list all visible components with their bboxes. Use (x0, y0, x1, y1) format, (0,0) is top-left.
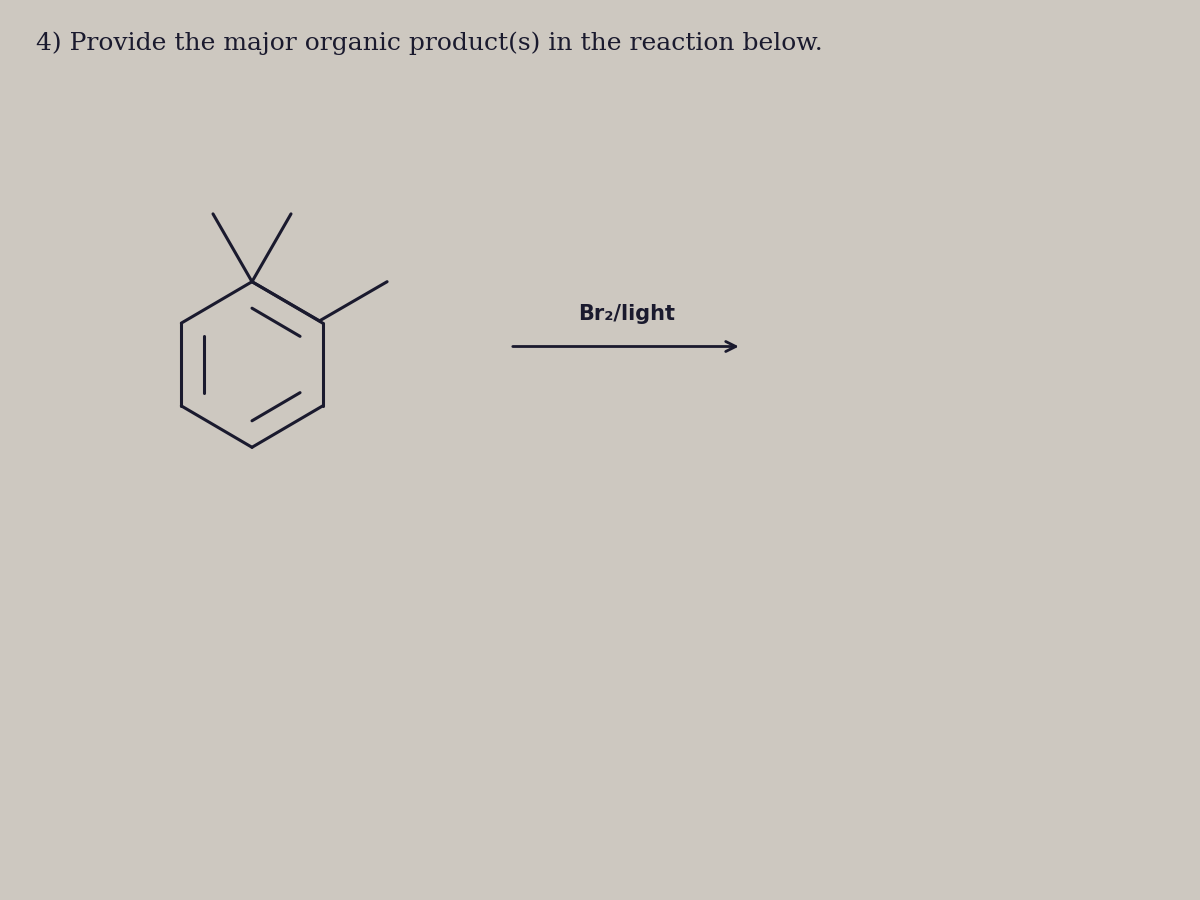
Text: 4) Provide the major organic product(s) in the reaction below.: 4) Provide the major organic product(s) … (36, 32, 823, 55)
Text: Br₂/light: Br₂/light (578, 304, 674, 324)
